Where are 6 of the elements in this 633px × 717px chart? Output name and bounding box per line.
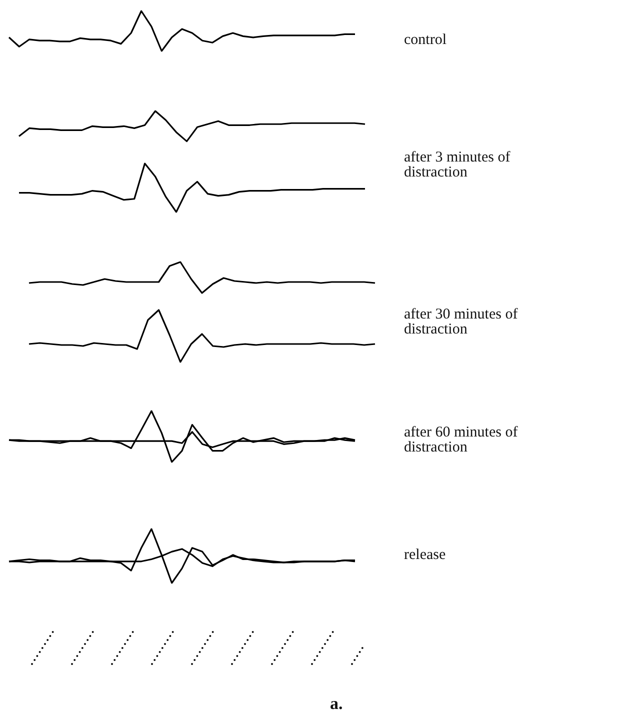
text: a. xyxy=(330,694,343,714)
text: after 30 minutes of distraction xyxy=(404,306,518,338)
text: control xyxy=(404,32,446,48)
text: release xyxy=(404,546,446,563)
text: after 3 minutes of distraction xyxy=(404,149,510,180)
text: after 60 minutes of distraction xyxy=(404,424,518,456)
